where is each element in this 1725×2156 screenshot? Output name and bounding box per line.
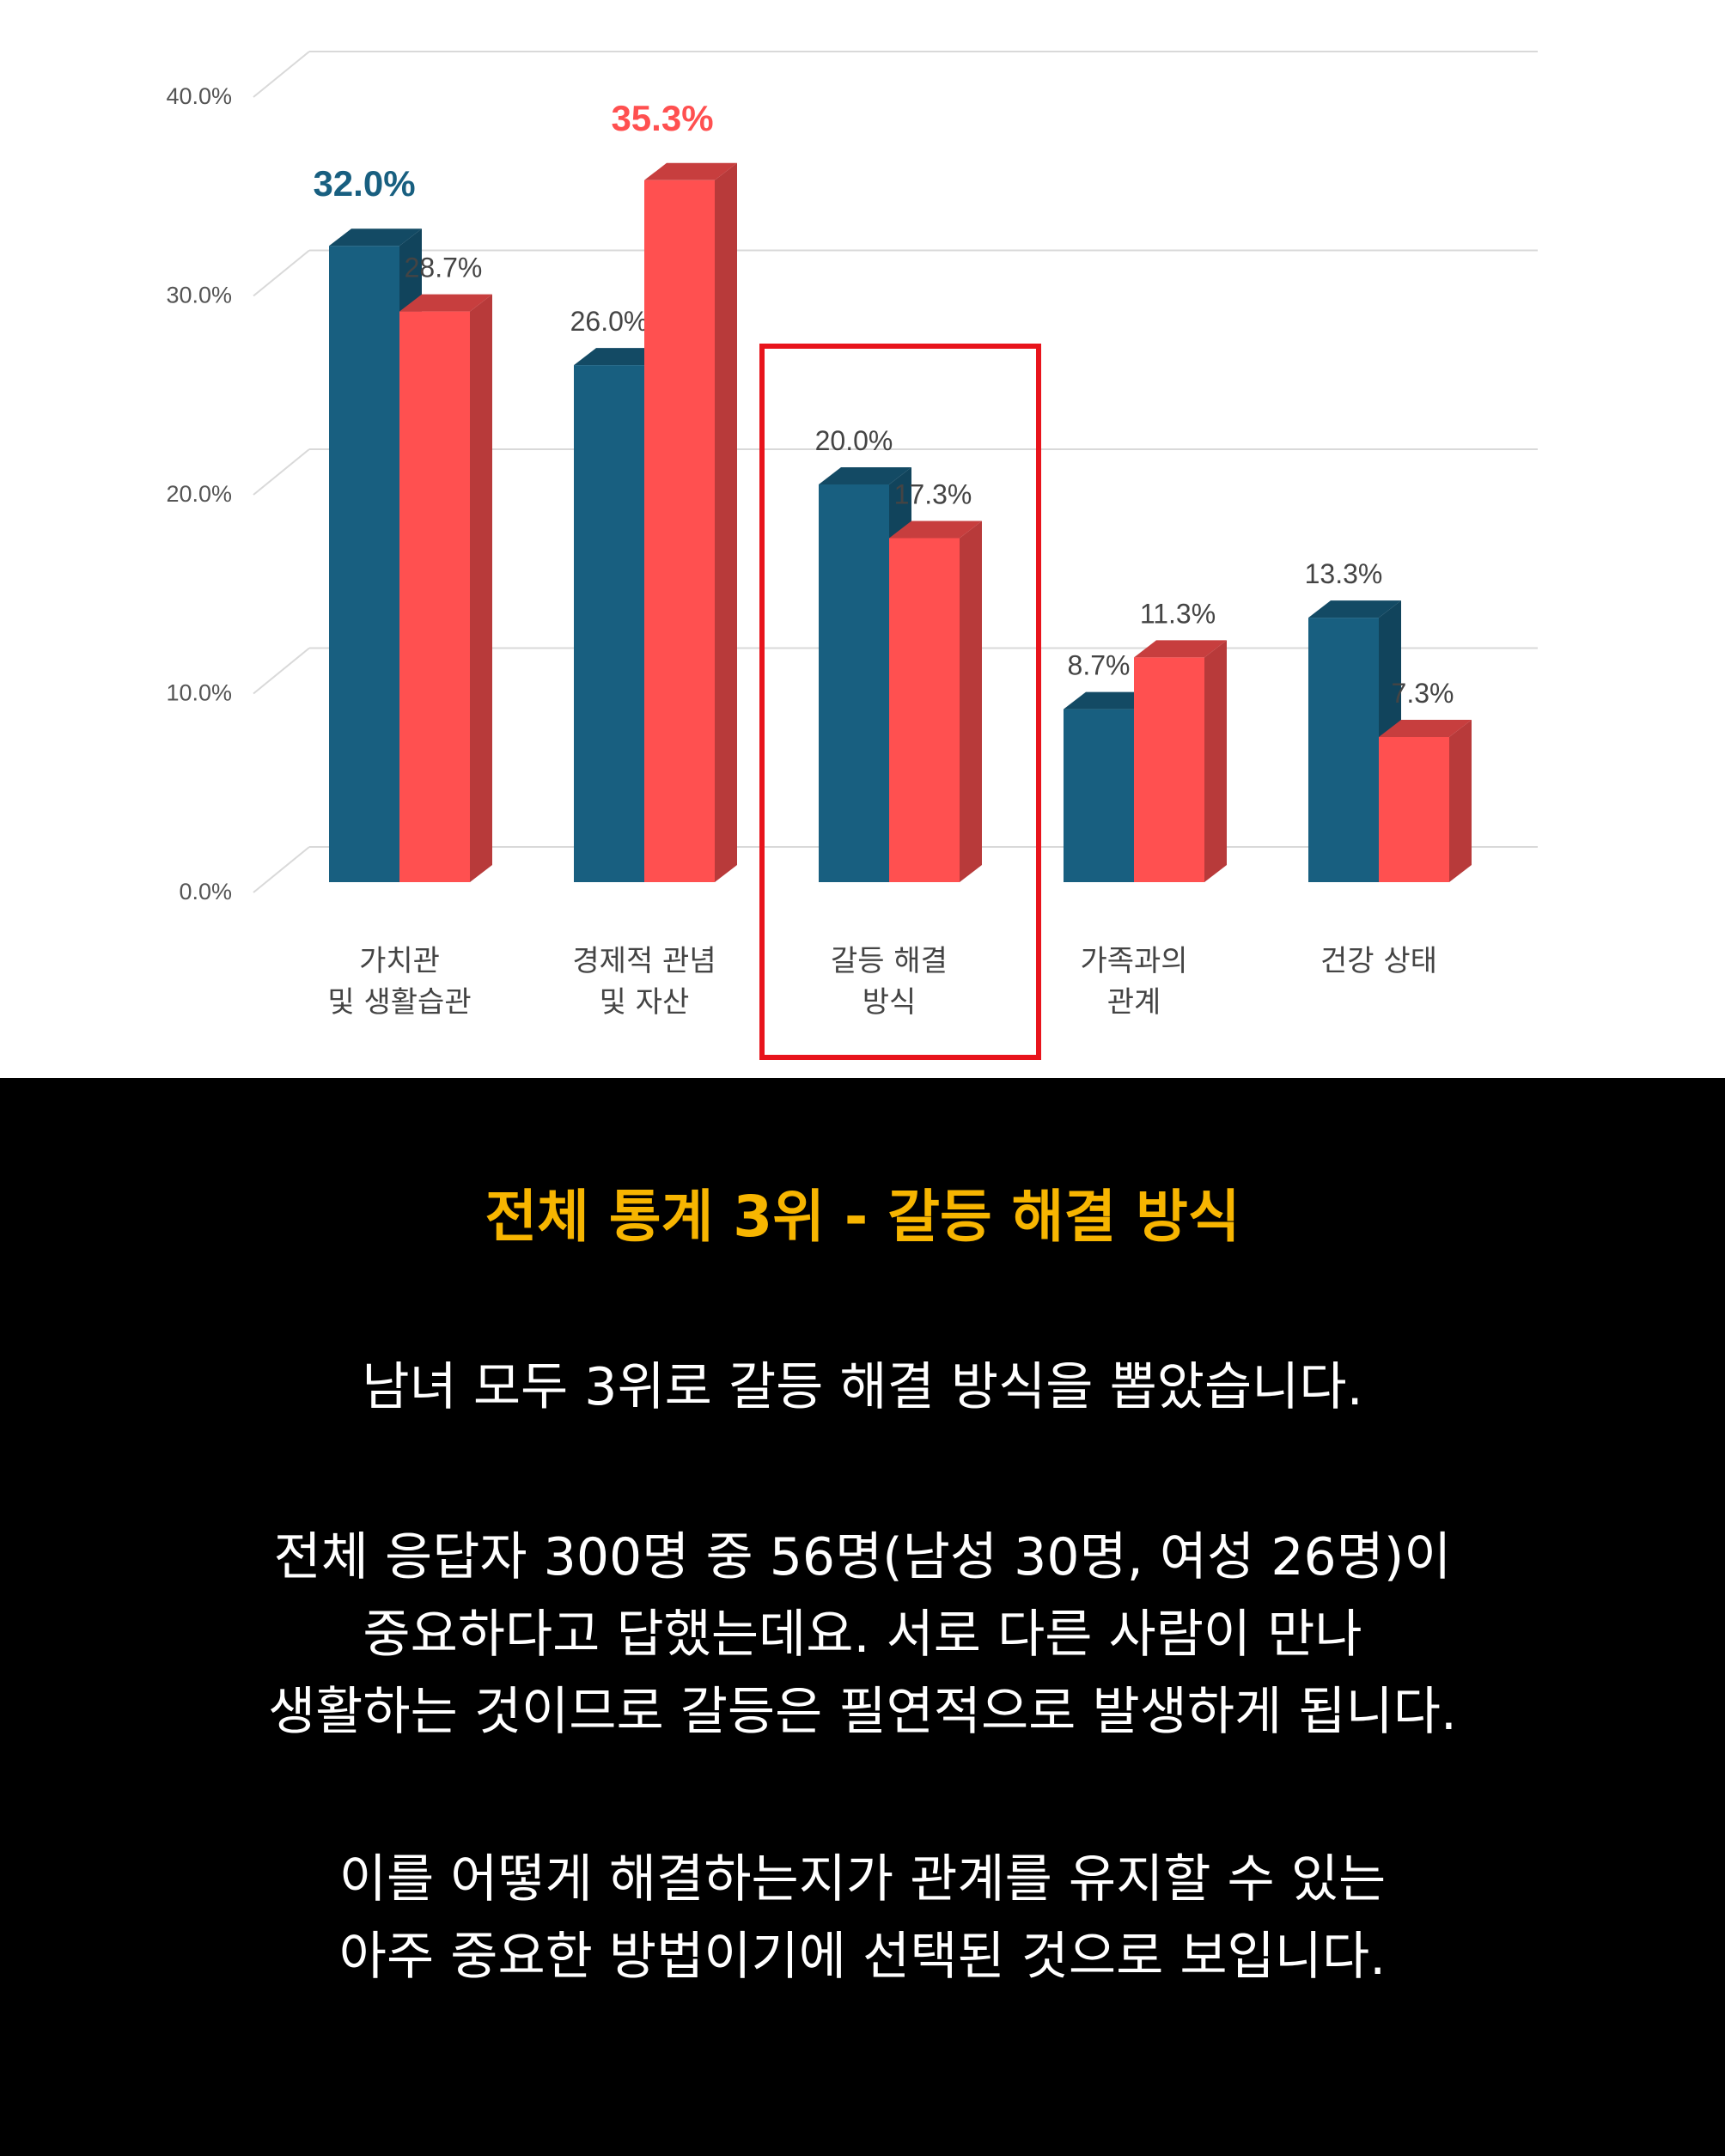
- x-tick-label: 경제적 관념: [572, 944, 716, 978]
- bar-side: [1449, 720, 1472, 882]
- headline: 전체 통계 3위 - 갈등 해결 방식: [485, 1184, 1240, 1250]
- bar-side: [470, 294, 492, 883]
- gridline-diagonal: [253, 448, 310, 496]
- x-tick-label: 가치관: [359, 944, 440, 978]
- bar: [399, 311, 470, 883]
- data-label: 28.7%: [405, 253, 483, 283]
- bar: [574, 365, 644, 883]
- x-tick-label: 및 생활습관: [327, 985, 471, 1020]
- bar-side: [715, 162, 737, 882]
- paragraph-1: 남녀 모두 3위로 갈등 해결 방식을 뽑았습니다.: [0, 1349, 1725, 1426]
- bar-top: [574, 348, 667, 366]
- bar-top: [329, 228, 422, 247]
- gridline-diagonal: [253, 647, 310, 695]
- gridline-diagonal: [253, 846, 310, 893]
- paragraph-line: 중요하다고 답했는데요. 서로 다른 사람이 만나: [363, 1605, 1362, 1665]
- bar-top: [399, 294, 492, 312]
- data-label: 11.3%: [1140, 598, 1216, 629]
- x-tick-label: 갈등 해결: [831, 944, 948, 978]
- bar: [819, 484, 889, 882]
- data-label: 20.0%: [815, 425, 893, 456]
- y-tick-label: 10.0%: [166, 680, 232, 706]
- paragraph-3: 이를 어떻게 해결하는지가 관계를 유지할 수 있는 아주 중요한 방법이기에 …: [0, 1841, 1725, 1995]
- paragraph-line: 전체 응답자 300명 중 56명(남성 30명, 여성 26명)이: [273, 1527, 1452, 1587]
- bar-top: [1379, 720, 1472, 738]
- bar: [644, 180, 715, 882]
- bar-top: [1308, 600, 1401, 618]
- paragraph-line: 남녀 모두 3위로 갈등 해결 방식을 뽑았습니다.: [362, 1357, 1363, 1417]
- x-tick-label: 건강 상태: [1320, 944, 1437, 978]
- data-label: 17.3%: [894, 479, 972, 510]
- text-panel: 전체 통계 3위 - 갈등 해결 방식 남녀 모두 3위로 갈등 해결 방식을 …: [0, 1078, 1725, 2156]
- data-label: 26.0%: [570, 306, 649, 337]
- y-tick-label: 30.0%: [166, 283, 232, 308]
- y-tick-label: 20.0%: [166, 481, 232, 507]
- bar: [889, 538, 960, 882]
- x-tick-label: 방식: [862, 985, 917, 1020]
- bar-top: [1134, 640, 1227, 658]
- data-label: 32.0%: [313, 163, 415, 204]
- data-label: 8.7%: [1068, 650, 1131, 681]
- bar: [1064, 709, 1134, 882]
- x-tick-label: 관계: [1107, 985, 1161, 1020]
- bar: [329, 246, 399, 882]
- paragraph-line: 생활하는 것이므로 갈등은 필연적으로 발생하게 됩니다.: [267, 1682, 1458, 1742]
- data-label: 7.3%: [1392, 678, 1454, 709]
- paragraph-line: 아주 중요한 방법이기에 선택된 것으로 보입니다.: [338, 1927, 1387, 1987]
- bar-top: [644, 162, 737, 180]
- bar: [1308, 618, 1379, 882]
- bar-side: [1204, 640, 1227, 882]
- highlight-box: [759, 344, 1041, 1060]
- bar-top: [1064, 691, 1156, 710]
- x-tick-label: 가족과의: [1080, 944, 1187, 978]
- gridline-diagonal: [253, 51, 310, 98]
- bar: [1379, 737, 1449, 882]
- y-tick-label: 40.0%: [166, 83, 232, 109]
- gridline-diagonal: [253, 249, 310, 297]
- bar: [1134, 657, 1204, 882]
- data-label: 35.3%: [611, 98, 713, 138]
- bar-top: [819, 467, 911, 484]
- y-tick-label: 0.0%: [179, 879, 232, 904]
- paragraph-line: 이를 어떻게 해결하는지가 관계를 유지할 수 있는: [338, 1849, 1387, 1909]
- bar-top: [889, 521, 982, 539]
- data-label: 13.3%: [1305, 558, 1383, 589]
- paragraph-2: 전체 응답자 300명 중 56명(남성 30명, 여성 26명)이 중요하다고…: [0, 1519, 1725, 1751]
- bar-side: [960, 521, 982, 882]
- x-tick-label: 및 자산: [600, 985, 690, 1020]
